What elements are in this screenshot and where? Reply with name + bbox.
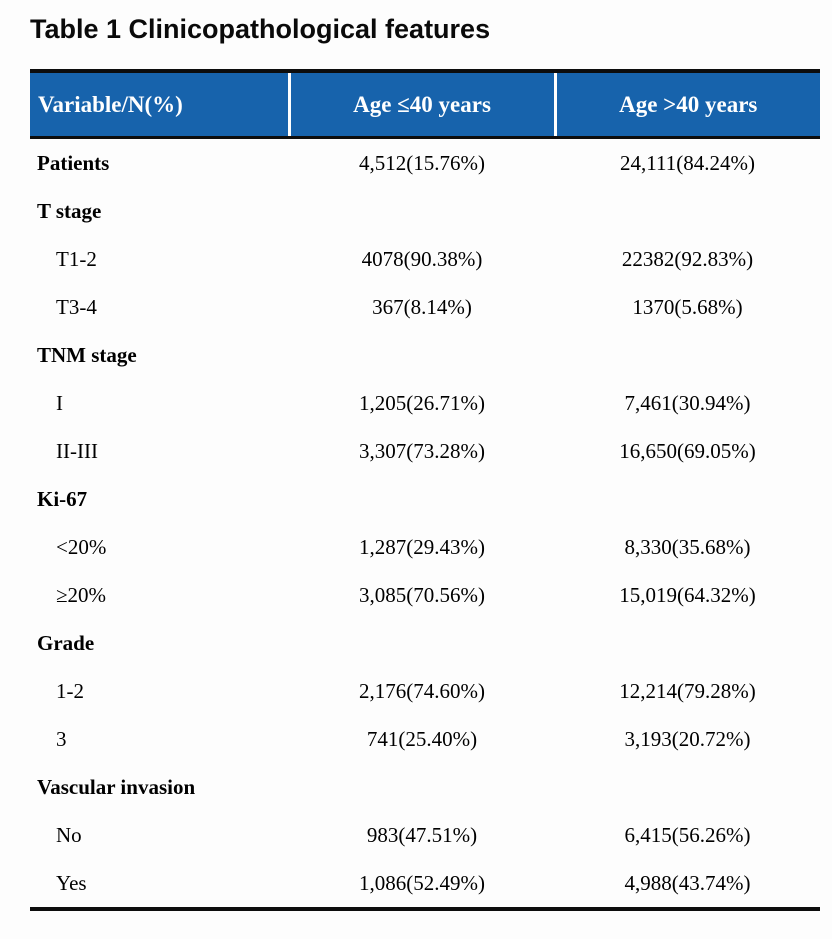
value-age-gt40: 16,650(69.05%) bbox=[619, 438, 756, 463]
row-label: 1-2 bbox=[56, 678, 84, 703]
value-age-le40: 367(8.14%) bbox=[372, 294, 472, 319]
value-age-gt40: 3,193(20.72%) bbox=[624, 726, 751, 751]
table-row: T3-4 367(8.14%) 1370(5.68%) bbox=[30, 283, 820, 331]
row-label: T stage bbox=[37, 198, 102, 223]
value-age-le40 bbox=[289, 763, 555, 811]
row-label: I bbox=[56, 390, 63, 415]
value-age-le40: 741(25.40%) bbox=[366, 726, 478, 751]
value-age-gt40: 4,988(43.74%) bbox=[624, 870, 751, 895]
row-label: Ki-67 bbox=[37, 486, 88, 511]
row-label: II-III bbox=[56, 438, 98, 463]
value-age-gt40 bbox=[555, 763, 820, 811]
value-age-gt40: 12,214(79.28%) bbox=[619, 678, 756, 703]
row-label: T1-2 bbox=[56, 246, 97, 271]
row-label: T3-4 bbox=[56, 294, 97, 319]
value-age-le40 bbox=[289, 187, 555, 235]
row-label: <20% bbox=[56, 534, 107, 559]
value-age-gt40 bbox=[555, 619, 820, 667]
value-age-le40: 1,205(26.71%) bbox=[359, 390, 485, 415]
value-age-le40: 3,307(73.28%) bbox=[359, 438, 485, 463]
value-age-le40: 1,086(52.49%) bbox=[359, 870, 485, 895]
value-age-le40: 1,287(29.43%) bbox=[359, 534, 485, 559]
row-label: TNM stage bbox=[37, 342, 137, 367]
table-row: 1-2 2,176(74.60%) 12,214(79.28%) bbox=[30, 667, 820, 715]
clinicopathological-table: Variable/N(%) Age ≤40 years Age >40 year… bbox=[30, 69, 820, 911]
table-row: TNM stage bbox=[30, 331, 820, 379]
row-label: 3 bbox=[56, 726, 67, 751]
value-age-gt40: 1370(5.68%) bbox=[632, 294, 743, 319]
value-age-gt40 bbox=[555, 187, 820, 235]
table-header: Variable/N(%) Age ≤40 years Age >40 year… bbox=[30, 69, 820, 139]
value-age-le40 bbox=[289, 475, 555, 523]
table-row: ≥20% 3,085(70.56%) 15,019(64.32%) bbox=[30, 571, 820, 619]
row-label: Patients bbox=[37, 150, 110, 175]
value-age-gt40: 24,111(84.24%) bbox=[620, 150, 755, 175]
row-label: ≥20% bbox=[56, 582, 107, 607]
value-age-le40 bbox=[289, 331, 555, 379]
table-row: Ki-67 bbox=[30, 475, 820, 523]
value-age-gt40: 7,461(30.94%) bbox=[624, 390, 751, 415]
table-row: I 1,205(26.71%) 7,461(30.94%) bbox=[30, 379, 820, 427]
table-row: Vascular invasion bbox=[30, 763, 820, 811]
header-variable: Variable/N(%) bbox=[30, 69, 289, 139]
row-label: No bbox=[56, 822, 82, 847]
row-label: Vascular invasion bbox=[37, 774, 196, 799]
table-row: Grade bbox=[30, 619, 820, 667]
table-row: II-III 3,307(73.28%) 16,650(69.05%) bbox=[30, 427, 820, 475]
table-row: 3 741(25.40%) 3,193(20.72%) bbox=[30, 715, 820, 763]
value-age-gt40: 6,415(56.26%) bbox=[624, 822, 751, 847]
value-age-le40: 3,085(70.56%) bbox=[359, 582, 485, 607]
table-row: <20% 1,287(29.43%) 8,330(35.68%) bbox=[30, 523, 820, 571]
header-age-gt40: Age >40 years bbox=[553, 69, 820, 139]
value-age-gt40: 8,330(35.68%) bbox=[624, 534, 751, 559]
row-label: Yes bbox=[56, 870, 87, 895]
table-title: Table 1 Clinicopathological features bbox=[30, 14, 491, 44]
value-age-le40 bbox=[289, 619, 555, 667]
table-row: T stage bbox=[30, 187, 820, 235]
table-row: Yes 1,086(52.49%) 4,988(43.74%) bbox=[30, 859, 820, 909]
value-age-gt40 bbox=[555, 331, 820, 379]
table-body: Patients 4,512(15.76%) 24,111(84.24%) T sta… bbox=[30, 138, 820, 910]
value-age-gt40 bbox=[555, 475, 820, 523]
table-row: Patients 4,512(15.76%) 24,111(84.24%) bbox=[30, 138, 820, 188]
value-age-le40: 983(47.51%) bbox=[366, 822, 478, 847]
value-age-gt40: 22382(92.83%) bbox=[621, 246, 754, 271]
value-age-le40: 2,176(74.60%) bbox=[359, 678, 485, 703]
row-label: Grade bbox=[37, 630, 95, 655]
value-age-le40: 4,512(15.76%) bbox=[359, 150, 485, 175]
value-age-gt40: 15,019(64.32%) bbox=[619, 582, 756, 607]
header-row: Variable/N(%) Age ≤40 years Age >40 year… bbox=[30, 69, 820, 139]
table-row: T1-2 4078(90.38%) 22382(92.83%) bbox=[30, 235, 820, 283]
value-age-le40: 4078(90.38%) bbox=[361, 246, 483, 271]
header-age-le40: Age ≤40 years bbox=[287, 69, 555, 139]
table-row: No 983(47.51%) 6,415(56.26%) bbox=[30, 811, 820, 859]
